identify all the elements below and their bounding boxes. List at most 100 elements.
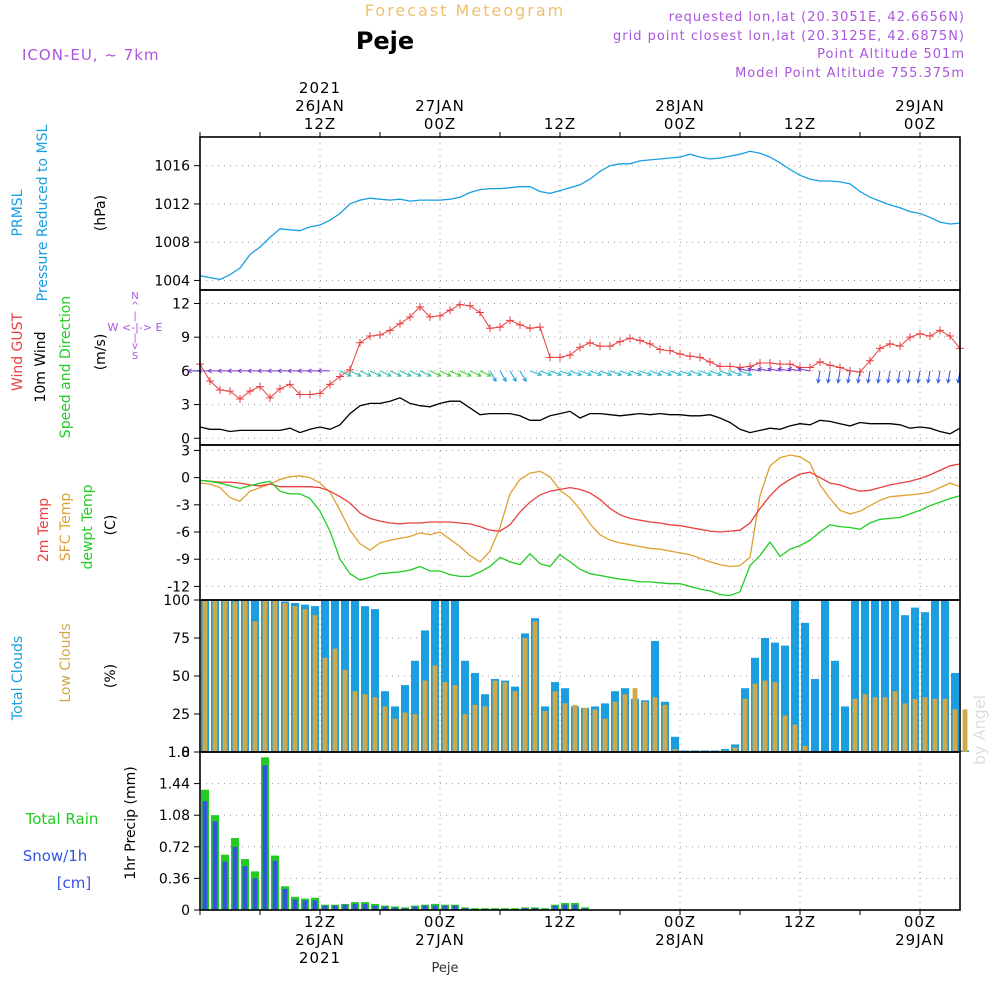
dewpt-axis-label: dewpt Temp (80, 484, 96, 569)
y-tick-label: 1.44 (159, 777, 190, 793)
wind-arrowhead (577, 371, 583, 377)
top-time-label: 00Z (904, 115, 936, 133)
total-cloud-axis-label: Total Clouds (10, 636, 26, 721)
wind-arrowhead (637, 371, 643, 377)
y-tick-label: 100 (163, 593, 190, 609)
y-tick-label: 0 (181, 745, 190, 761)
wind-arrowhead (617, 371, 623, 377)
snow-bar (392, 907, 398, 910)
wind-arrow (659, 370, 672, 376)
gust-point (706, 357, 714, 366)
snow-bar (462, 908, 468, 910)
wind-arrowhead (737, 371, 743, 377)
wind-arrow (379, 370, 392, 377)
gust-point (446, 306, 454, 315)
wind-arrow (469, 370, 482, 377)
wind-axis-label: 10m Wind (33, 331, 49, 402)
y-tick-label: 0.36 (159, 871, 190, 887)
wind-arrowhead (296, 368, 302, 374)
y-tick-label: 9 (181, 330, 190, 346)
wind-arrowhead (466, 372, 472, 377)
wind-arrow (679, 370, 692, 376)
snow-bar (452, 905, 458, 910)
top-time-label: 2021 (299, 79, 341, 97)
bottom-time-label: 26JAN (295, 931, 345, 949)
compass-bar: | (133, 333, 136, 344)
wind-arrowhead (306, 368, 312, 374)
compass-s: S (132, 351, 138, 362)
wind-arrowhead (376, 372, 382, 377)
low-cloud-bar (282, 603, 288, 752)
gust-point (616, 337, 624, 346)
low-cloud-bar (912, 698, 918, 752)
bottom-time-label: 00Z (664, 913, 696, 931)
low-cloud-bar (532, 621, 538, 752)
wind-arrowhead (446, 372, 452, 377)
total-cloud-bar (871, 600, 879, 752)
wind-arrow (827, 370, 831, 383)
snow-bar (442, 905, 448, 910)
wind-arrowhead (537, 371, 543, 377)
wind-arrowhead (416, 372, 422, 377)
y-tick-label: -12 (167, 579, 190, 595)
wind-arrowhead (226, 368, 232, 374)
bottom-time-label: 12Z (304, 913, 336, 931)
gust-point (756, 359, 764, 368)
low-cloud-bar (332, 648, 338, 752)
gust-point (306, 390, 314, 399)
gust-line (199, 304, 961, 400)
snow-bar (202, 801, 208, 910)
wind-arrow (907, 370, 911, 383)
wind-speed-line (199, 397, 961, 435)
gust-point (596, 342, 604, 351)
low-cloud-bar (362, 694, 368, 752)
bottom-time-label: 28JAN (655, 931, 705, 949)
wind-arrowhead (522, 377, 527, 383)
wind-arrow (479, 370, 492, 377)
low-cloud-bar (672, 749, 678, 752)
y-tick-label: 75 (172, 631, 190, 647)
y-tick-label: 1.08 (159, 808, 190, 824)
wind-arrow (877, 370, 881, 383)
wind-arrow (887, 370, 891, 383)
snow-bar (302, 900, 308, 910)
y-tick-label: 6 (181, 364, 190, 380)
snow-bar (532, 908, 538, 910)
wind-arrow (639, 370, 652, 376)
gust-point (586, 338, 594, 347)
snow-bar (372, 905, 378, 910)
total-cloud-bar (651, 641, 659, 752)
gust-point (466, 301, 474, 310)
y-tick-label: 1012 (154, 197, 190, 213)
wind-arrow (609, 370, 622, 376)
wind-arrow (758, 368, 771, 372)
wind-direction-axis-label: Speed and Direction (58, 296, 74, 438)
gust-point (896, 342, 904, 351)
y-tick-label: 1008 (154, 235, 190, 251)
y-tick-label: 3 (181, 443, 190, 459)
gust-point (376, 330, 384, 339)
gust-point (666, 346, 674, 355)
gust-point (276, 384, 284, 393)
wind-arrow (359, 370, 372, 377)
gust-point (516, 320, 524, 329)
snow-bar (582, 908, 588, 910)
snow-bar (262, 765, 268, 910)
wind-arrowhead (896, 378, 901, 384)
low-cloud-bar (212, 600, 218, 752)
low-cloud-bar (622, 694, 628, 752)
low-cloud-bar (592, 709, 598, 752)
wind-arrowhead (727, 371, 733, 377)
wind-arrowhead (512, 377, 517, 383)
low-cloud-bar (632, 688, 638, 752)
wind-arrow (559, 370, 572, 376)
low-cloud-bar (602, 718, 608, 752)
wind-arrow (519, 370, 527, 382)
wind-arrow (917, 370, 921, 383)
gust-point (496, 323, 504, 332)
wind-arrowhead (677, 371, 683, 377)
watermark: by Angel (970, 695, 989, 765)
wind-arrowhead (737, 367, 743, 372)
compass-we: W <-|-> E (108, 321, 163, 334)
y-tick-label: -3 (176, 498, 190, 514)
